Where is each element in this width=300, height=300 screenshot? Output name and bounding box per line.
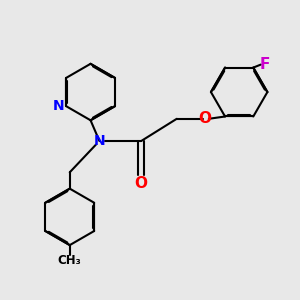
Text: N: N [94,134,105,148]
Text: O: O [135,176,148,191]
Text: N: N [53,99,64,113]
Text: CH₃: CH₃ [58,254,82,267]
Text: F: F [260,57,270,72]
Text: O: O [199,111,212,126]
